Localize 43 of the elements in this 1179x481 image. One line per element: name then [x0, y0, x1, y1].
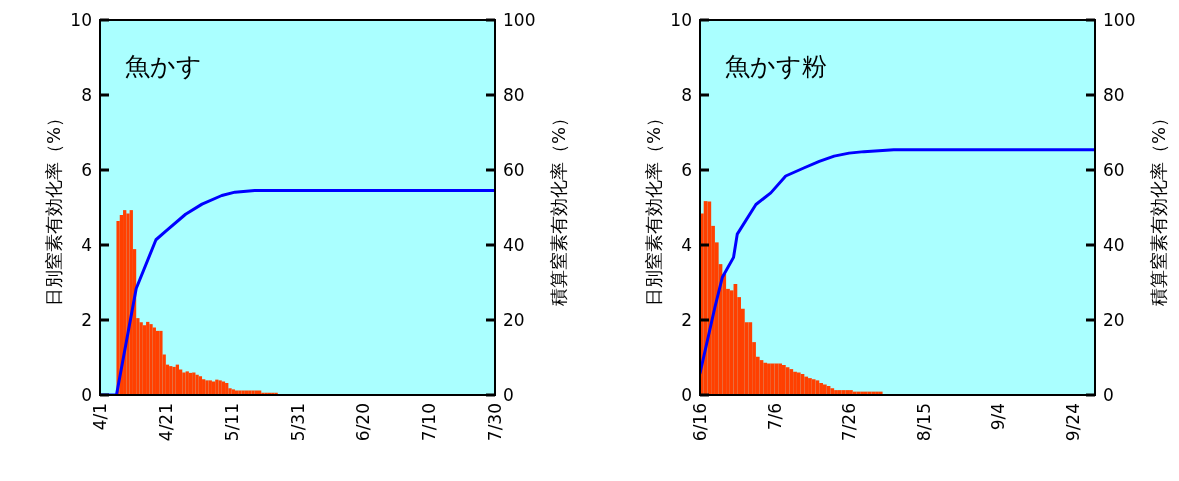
x-tick-label: 7/26	[839, 403, 860, 442]
x-tick-label: 5/31	[287, 403, 308, 442]
y2-axis-title: 積算窒素有効化率（%）	[548, 108, 569, 307]
x-tick-label: 9/4	[988, 403, 1009, 431]
x-tick-label: 7/6	[764, 403, 785, 431]
x-tick-label: 7/10	[419, 403, 440, 442]
x-tick-label: 4/21	[155, 403, 176, 442]
y-tick-label: 10	[70, 10, 92, 30]
y2-tick-label: 100	[503, 10, 536, 30]
y-tick-label: 8	[81, 85, 92, 105]
x-tick-label: 5/11	[221, 403, 242, 442]
y-tick-label: 6	[81, 160, 92, 180]
y2-tick-label: 80	[1103, 85, 1125, 105]
y-tick-label: 0	[81, 385, 92, 405]
x-tick-label: 4/1	[90, 403, 110, 431]
y-axis-title: 日別窒素有効化率（%）	[43, 108, 64, 307]
y2-tick-label: 0	[1103, 385, 1114, 405]
y-tick-label: 2	[81, 310, 92, 330]
x-tick-label: 6/16	[690, 403, 710, 442]
y2-tick-label: 20	[503, 310, 525, 330]
y2-tick-label: 100	[1103, 10, 1136, 30]
y-tick-label: 8	[681, 85, 692, 105]
text: 魚かす粉	[725, 52, 827, 81]
y2-tick-label: 60	[503, 160, 525, 180]
y2-axis-title: 積算窒素有効化率（%）	[1148, 108, 1169, 307]
y-tick-label: 2	[681, 310, 692, 330]
y-tick-label: 0	[681, 385, 692, 405]
y2-tick-label: 40	[503, 235, 525, 255]
x-tick-label: 8/15	[913, 403, 934, 442]
y2-tick-label: 60	[1103, 160, 1125, 180]
y-tick-label: 6	[681, 160, 692, 180]
y-tick-label: 10	[670, 10, 692, 30]
y2-tick-label: 80	[503, 85, 525, 105]
y-tick-label: 4	[681, 235, 692, 255]
x-tick-label: 7/30	[485, 403, 505, 442]
y-axis-title: 日別窒素有効化率（%）	[643, 108, 664, 307]
x-tick-label: 6/20	[353, 403, 374, 442]
y2-tick-label: 20	[1103, 310, 1125, 330]
x-tick-label: 9/24	[1062, 403, 1083, 442]
y2-tick-label: 40	[1103, 235, 1125, 255]
text: 魚かす	[125, 52, 202, 81]
y2-tick-label: 0	[503, 385, 514, 405]
y-tick-label: 4	[81, 235, 92, 255]
